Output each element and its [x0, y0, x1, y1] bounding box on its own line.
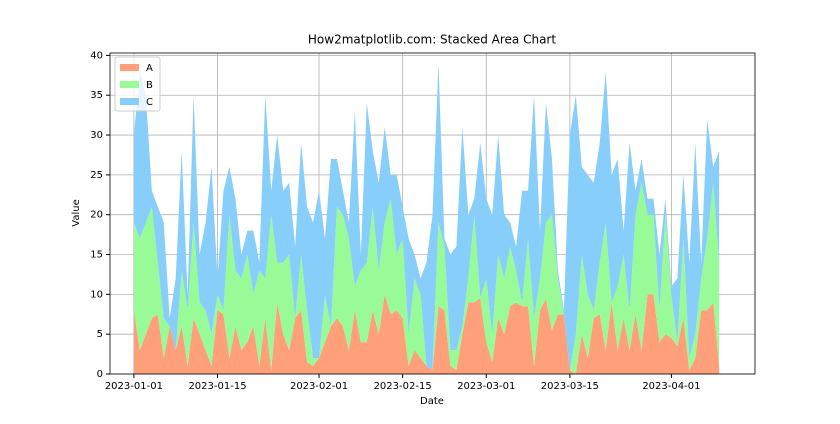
x-tick-label: 2023-02-15 [374, 381, 432, 392]
y-tick-label: 5 [97, 329, 103, 340]
legend-label: B [146, 80, 153, 91]
x-tick-label: 2023-03-01 [457, 381, 515, 392]
plot-frame [109, 52, 756, 375]
y-tick-label: 35 [90, 90, 103, 101]
legend-label: C [146, 97, 153, 108]
x-tick-label: 2023-03-15 [541, 381, 599, 392]
y-tick-label: 30 [90, 130, 103, 141]
chart-title: How2matplotlib.com: Stacked Area Chart [308, 33, 556, 47]
y-axis-label: Value [71, 199, 82, 226]
y-tick-label: 15 [90, 250, 103, 261]
legend-swatch [120, 81, 139, 88]
x-tick-label: 2023-01-15 [188, 381, 246, 392]
x-tick-label: 2023-02-01 [290, 381, 348, 392]
x-tick-label: 2023-01-01 [105, 381, 163, 392]
y-tick-label: 40 [90, 50, 103, 61]
x-axis-label: Date [420, 396, 444, 407]
y-tick-label: 20 [90, 210, 103, 221]
y-tick-label: 25 [90, 170, 103, 181]
legend-swatch [120, 98, 139, 105]
area [133, 294, 720, 374]
area [133, 63, 720, 371]
area [133, 182, 720, 374]
legend-label: A [146, 63, 153, 74]
x-tick-label: 2023-04-01 [642, 381, 700, 392]
y-tick-label: 10 [90, 289, 103, 300]
y-tick-label: 0 [97, 369, 103, 380]
legend-swatch [120, 64, 139, 71]
